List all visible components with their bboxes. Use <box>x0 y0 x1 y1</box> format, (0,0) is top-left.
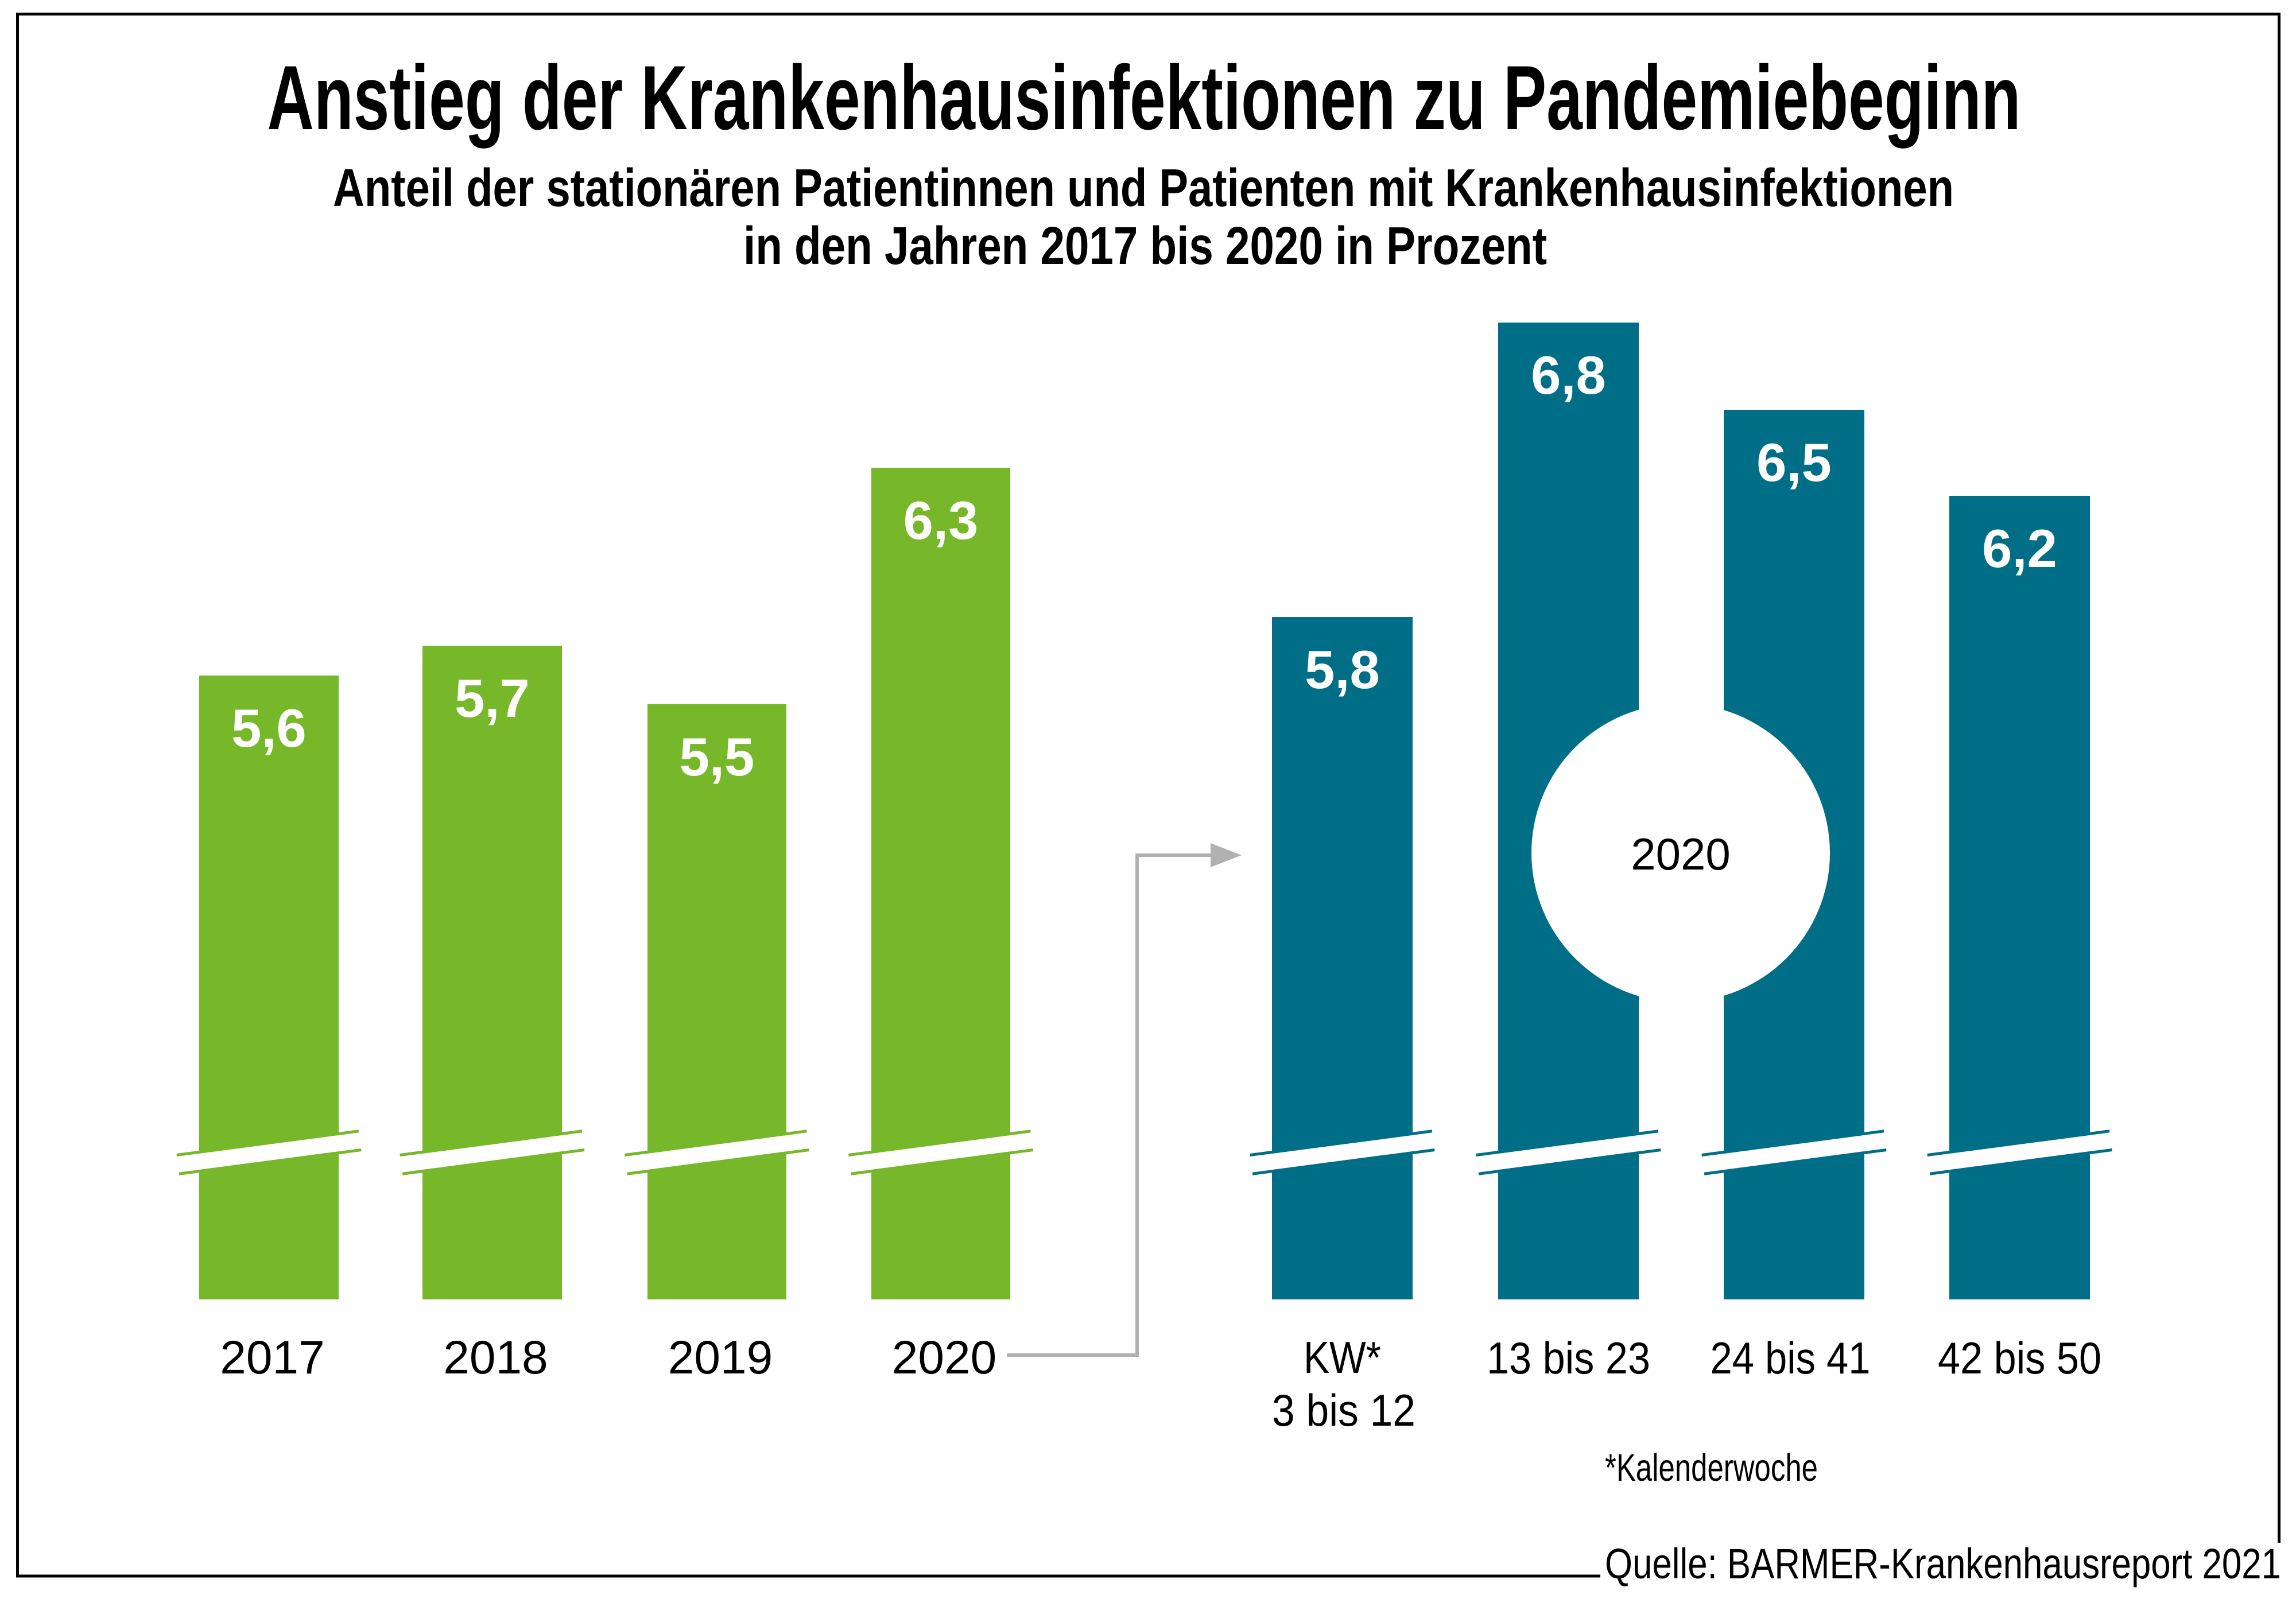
svg-text:2017: 2017 <box>220 1332 324 1384</box>
svg-text:in den Jahren 2017 bis 2020 in: in den Jahren 2017 bis 2020 in Prozent <box>743 216 1547 275</box>
svg-text:13 bis 23: 13 bis 23 <box>1487 1333 1650 1383</box>
svg-text:2018: 2018 <box>443 1332 548 1384</box>
svg-text:24 bis 41: 24 bis 41 <box>1711 1333 1871 1383</box>
svg-text:Anteil der stationären Patient: Anteil der stationären Patientinnen und … <box>333 158 1954 218</box>
svg-text:6,2: 6,2 <box>1982 518 2057 579</box>
svg-text:2020: 2020 <box>1631 829 1731 879</box>
svg-text:5,7: 5,7 <box>455 668 530 728</box>
svg-text:2019: 2019 <box>668 1332 773 1384</box>
svg-text:*Kalenderwoche: *Kalenderwoche <box>1605 1446 1818 1489</box>
svg-text:6,8: 6,8 <box>1531 345 1606 405</box>
svg-text:5,8: 5,8 <box>1305 639 1380 700</box>
svg-text:5,6: 5,6 <box>231 698 307 758</box>
svg-text:6,3: 6,3 <box>903 490 979 550</box>
svg-text:Quelle: BARMER-Krankenhausrepo: Quelle: BARMER-Krankenhausreport 2021 <box>1605 1540 2281 1588</box>
svg-text:5,5: 5,5 <box>680 727 755 787</box>
svg-text:3 bis 12: 3 bis 12 <box>1272 1385 1415 1435</box>
svg-text:6,5: 6,5 <box>1756 432 1832 492</box>
svg-text:2020: 2020 <box>892 1332 996 1384</box>
svg-text:Anstieg der Krankenhausinfekti: Anstieg der Krankenhausinfektionen zu Pa… <box>267 46 2021 149</box>
svg-text:KW*: KW* <box>1304 1332 1381 1383</box>
svg-text:42 bis 50: 42 bis 50 <box>1938 1333 2101 1383</box>
